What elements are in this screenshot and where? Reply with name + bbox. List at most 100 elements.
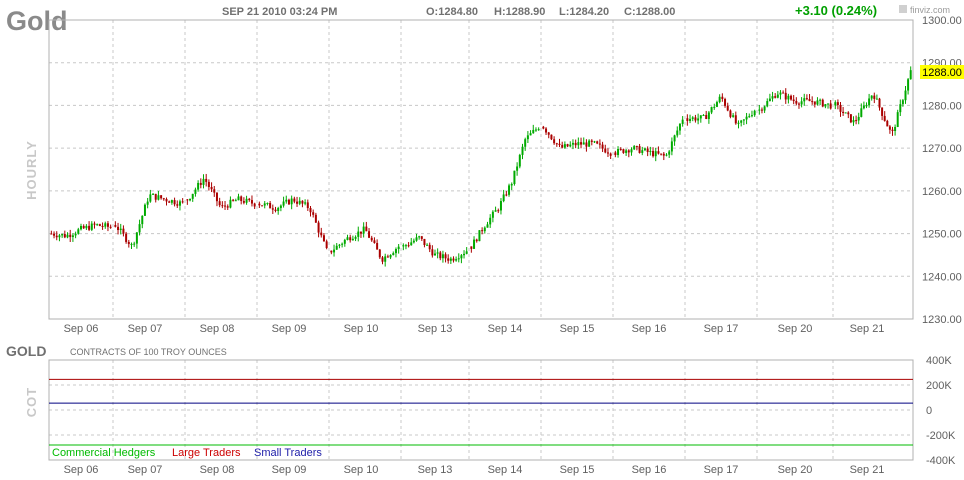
candle-body [426,244,429,246]
candle-body [90,223,93,230]
open-value: O:1284.80 [426,6,478,18]
candle-body [205,178,208,182]
candle-body [335,245,338,250]
candle-body [873,95,876,99]
candle-body [774,96,777,98]
candle-body [899,104,902,113]
candle-body [85,225,88,229]
time-tick-label: Sep 15 [560,323,595,335]
candle-body [894,126,897,132]
candle-body [170,200,173,203]
candle-body [258,203,261,206]
cot-time-tick-label: Sep 15 [560,464,595,476]
candle-body [215,192,218,202]
candles [50,66,912,267]
candle-body [883,115,886,121]
candle-body [287,199,290,205]
candle-body [563,144,566,148]
candle-body [904,90,907,101]
candle-body [465,251,468,254]
candle-body [697,118,700,121]
candle-body [82,225,85,229]
candle-body [349,237,352,241]
candle-body [232,199,235,201]
candle-body [816,100,819,105]
candle-body [724,98,727,106]
candle-body [210,186,213,190]
candle-body [622,149,625,153]
candle-body [606,152,609,154]
candle-body [641,150,644,153]
candle-body [293,198,296,202]
finviz-logo-mark [899,5,907,13]
candle-body [362,226,365,234]
candle-body [322,235,325,242]
finviz-logo[interactable]: finviz.com [899,5,950,15]
candle-body [534,129,537,131]
candle-body [907,79,910,91]
candle-body [521,146,524,155]
finviz-logo-text: finviz.com [910,5,950,15]
datetime-label: SEP 21 2010 03:24 PM [222,6,337,18]
candle-body [186,199,189,201]
candle-body [729,110,732,117]
price-grid [49,19,913,320]
candle-body [760,109,763,111]
candle-body [558,143,561,145]
period-label: HOURLY [24,140,39,200]
candle-body [213,189,216,193]
candle-body [394,249,397,254]
candle-body [508,185,511,195]
time-axis: Sep 06 Sep 07 Sep 08 Sep 09 Sep 10 Sep 13 Sep … [64,323,885,335]
candle-body [373,240,376,243]
close-value: C:1288.00 [624,6,675,18]
candle-body [248,198,251,201]
cot-time-tick-label: Sep 14 [488,464,523,476]
candle-body [441,254,444,259]
candle-body [298,200,301,204]
candle-body [397,246,400,250]
candle-body [574,142,577,146]
candle-body [143,204,146,216]
candle-body [726,105,729,111]
time-tick-label: Sep 06 [64,323,99,335]
candle-body [811,101,814,103]
candle-body [705,114,708,119]
last-price-badge [920,65,964,79]
candle-body [486,224,489,228]
time-tick-label: Sep 07 [128,323,163,335]
candle-body [368,231,371,238]
candle-body [721,96,724,99]
price-tick-label: 1260.00 [922,186,962,198]
candle-body [58,235,61,238]
candle-body [909,70,912,80]
cot-time-tick-label: Sep 20 [778,464,813,476]
candle-body [585,142,588,147]
candle-body [627,150,630,153]
candle-body [69,234,72,238]
candle-body [792,99,795,102]
candle-body [555,143,558,145]
candle-body [455,259,458,261]
candle-body [601,144,604,149]
candle-body [261,205,264,207]
candle-body [312,212,315,215]
candle-body [827,103,830,105]
candle-body [582,142,585,145]
candle-body [384,256,387,262]
candle-body [290,198,293,205]
candle-body [870,95,873,99]
candle-body [125,233,128,242]
candle-body [221,205,224,207]
candle-body [202,178,205,185]
candle-body [550,134,553,140]
candle-body [162,198,165,200]
candle-body [378,249,381,258]
candle-body [702,114,705,116]
candle-body [351,238,354,241]
cot-time-tick-label: Sep 08 [200,464,235,476]
candle-body [420,236,423,239]
cot-panel-frame [48,359,914,461]
cot-time-tick-label: Sep 16 [632,464,667,476]
candle-body [678,123,681,131]
